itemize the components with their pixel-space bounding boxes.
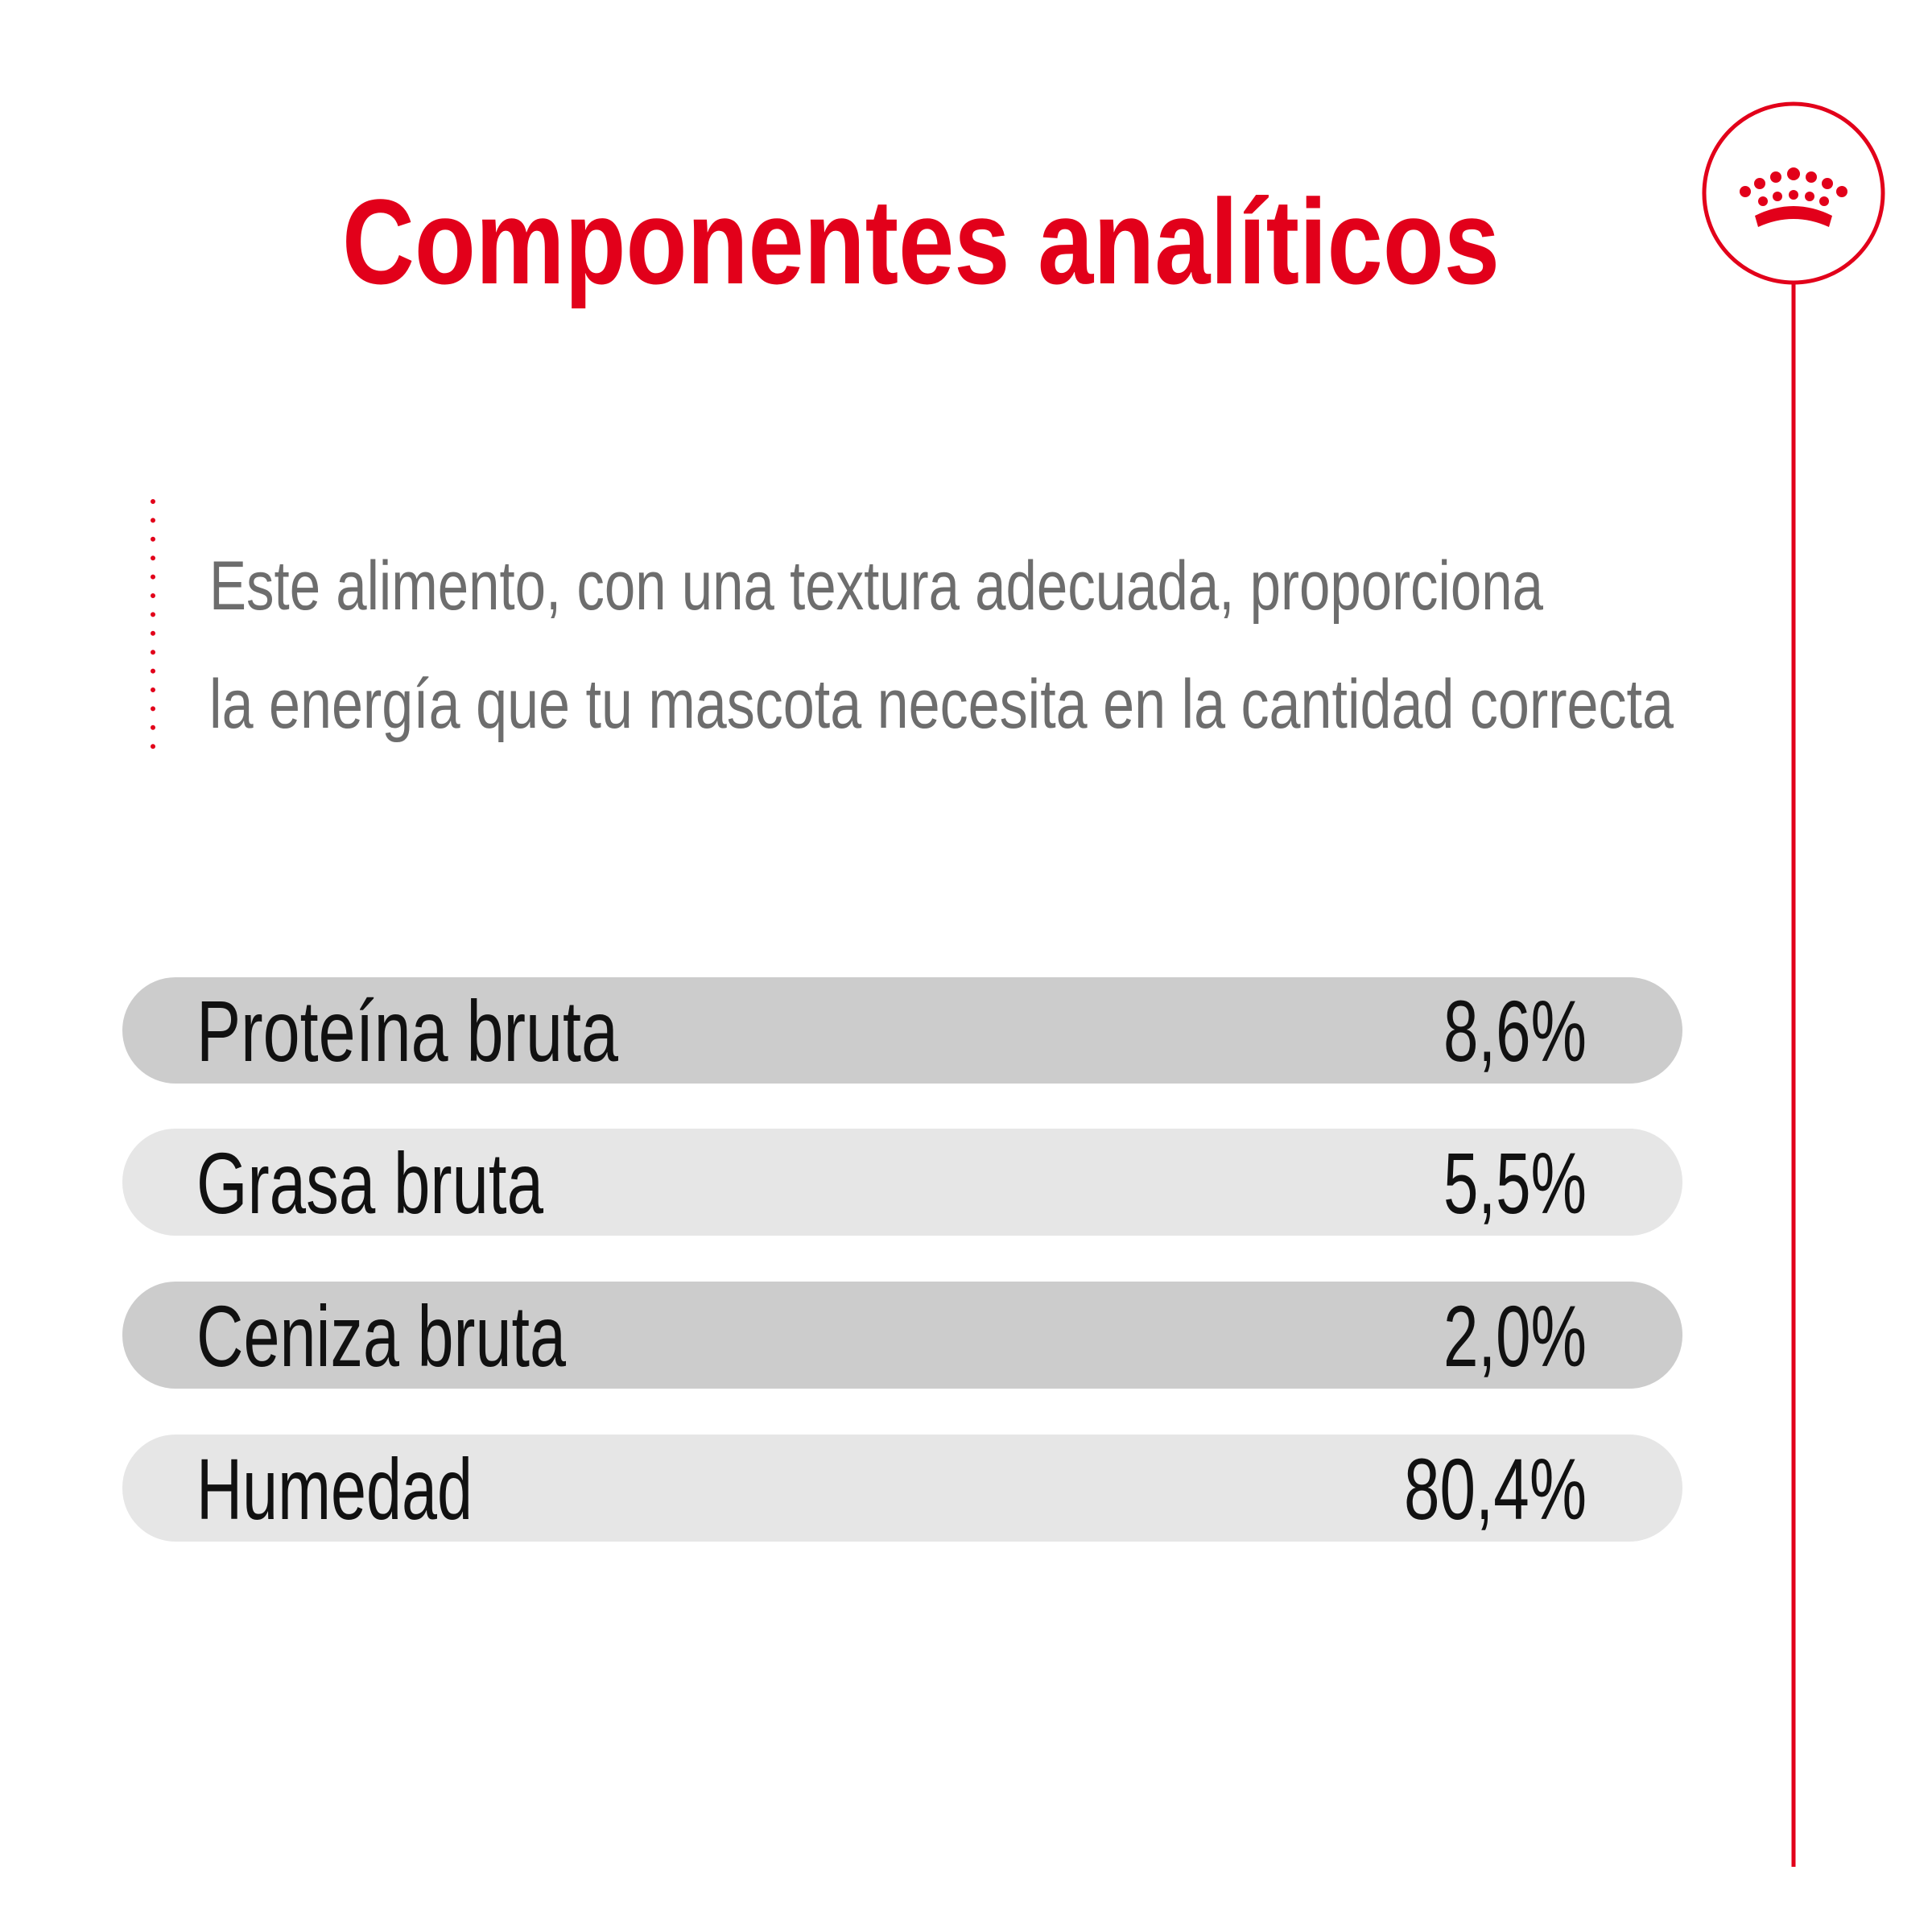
row-value: 8,6% — [1443, 982, 1587, 1080]
composition-table: Proteína bruta 8,6% Grasa bruta 5,5% Cen… — [122, 977, 1682, 1542]
brand-logo — [1702, 101, 1885, 1867]
description-line: Este alimento, con una textura adecuada,… — [209, 547, 1543, 625]
row-background — [122, 1129, 1682, 1236]
row-value: 5,5% — [1443, 1134, 1587, 1232]
row-label: Ceniza bruta — [196, 1287, 567, 1385]
row-background — [122, 1282, 1682, 1389]
row-label: Grasa bruta — [196, 1134, 544, 1232]
row-value: 80,4% — [1404, 1440, 1587, 1538]
description-line: la energía que tu mascota necesita en la… — [209, 666, 1674, 743]
page-title: Componentes analíticos — [342, 174, 1500, 309]
row-background — [122, 1435, 1682, 1542]
row-background — [122, 977, 1682, 1084]
row-value: 2,0% — [1443, 1287, 1587, 1385]
crown-icon — [1740, 167, 1847, 227]
row-label: Proteína bruta — [196, 982, 619, 1080]
row-label: Humedad — [196, 1440, 473, 1538]
